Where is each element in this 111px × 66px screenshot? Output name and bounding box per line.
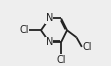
Text: Cl: Cl xyxy=(82,42,92,52)
Text: N: N xyxy=(46,13,53,23)
Text: Cl: Cl xyxy=(56,55,66,65)
Text: Cl: Cl xyxy=(19,25,29,35)
Text: N: N xyxy=(46,37,53,47)
